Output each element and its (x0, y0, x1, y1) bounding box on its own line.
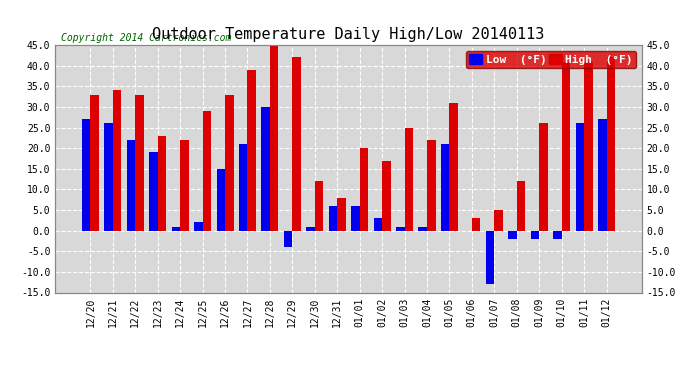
Bar (217, 169, 225, 231)
Bar (584, 62, 593, 231)
Text: Copyright 2014 Cartronics.com: Copyright 2014 Cartronics.com (61, 33, 231, 42)
Bar (172, 226, 180, 231)
Bar (351, 206, 359, 231)
Bar (418, 226, 427, 231)
Bar (509, 231, 517, 239)
Bar (248, 70, 256, 231)
Bar (486, 231, 494, 284)
Bar (82, 119, 90, 231)
Bar (225, 94, 233, 231)
Bar (598, 119, 607, 231)
Bar (607, 57, 615, 231)
Bar (472, 218, 480, 231)
Bar (270, 41, 279, 231)
Bar (494, 210, 503, 231)
Title: Outdoor Temperature Daily High/Low 20140113: Outdoor Temperature Daily High/Low 20140… (152, 27, 544, 42)
Legend: Low  (°F), High  (°F): Low (°F), High (°F) (466, 51, 636, 68)
Bar (104, 123, 113, 231)
Bar (404, 128, 413, 231)
Bar (306, 226, 315, 231)
Bar (539, 123, 548, 231)
Bar (90, 94, 99, 231)
Bar (396, 226, 404, 231)
Bar (293, 57, 301, 231)
Bar (562, 62, 570, 231)
Bar (449, 103, 458, 231)
Bar (113, 90, 121, 231)
Bar (382, 160, 391, 231)
Bar (203, 111, 211, 231)
Bar (575, 123, 584, 231)
Bar (149, 152, 158, 231)
Bar (194, 222, 203, 231)
Bar (553, 231, 562, 239)
Bar (239, 144, 248, 231)
Bar (531, 231, 539, 239)
Bar (127, 140, 135, 231)
Bar (328, 206, 337, 231)
Bar (135, 94, 144, 231)
Bar (517, 181, 525, 231)
Bar (284, 231, 293, 247)
Bar (441, 144, 449, 231)
Bar (180, 140, 188, 231)
Bar (427, 140, 435, 231)
Bar (373, 218, 382, 231)
Bar (158, 136, 166, 231)
Bar (262, 107, 270, 231)
Bar (337, 198, 346, 231)
Bar (315, 181, 324, 231)
Bar (359, 148, 368, 231)
